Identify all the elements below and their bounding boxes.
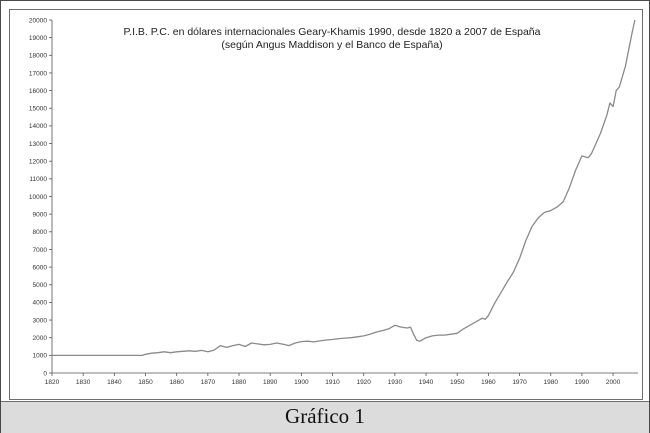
x-tick-label: 1820: [45, 379, 60, 386]
x-tick-label: 1920: [356, 379, 371, 386]
y-tick-label: 19000: [29, 35, 47, 42]
y-tick-label: 11000: [29, 176, 47, 183]
x-tick-label: 1940: [419, 379, 434, 386]
y-axis-ticks: 0 1000 2000 3000 4000 5000 6000 7000 8000 9000 100…: [29, 17, 52, 377]
y-tick-label: 18000: [29, 53, 47, 60]
chart-area: P.I.B. P.C. en dólares internacionales G…: [9, 9, 643, 400]
x-tick-label: 1930: [388, 379, 403, 386]
x-tick-label: 1850: [138, 379, 153, 386]
y-tick-label: 0: [43, 370, 47, 377]
y-tick-label: 2000: [33, 335, 48, 342]
x-tick-label: 1960: [481, 379, 496, 386]
x-tick-label: 1830: [76, 379, 91, 386]
x-tick-label: 1950: [450, 379, 465, 386]
y-tick-label: 8000: [33, 229, 48, 236]
x-tick-label: 1900: [294, 379, 309, 386]
caption-bar: Gráfico 1: [1, 401, 649, 433]
line-chart: P.I.B. P.C. en dólares internacionales G…: [29, 17, 638, 386]
x-tick-label: 1970: [512, 379, 527, 386]
x-tick-label: 1980: [543, 379, 558, 386]
x-tick-label: 1890: [263, 379, 278, 386]
y-tick-label: 3000: [33, 317, 48, 324]
chart-title: P.I.B. P.C. en dólares internacionales G…: [124, 26, 541, 38]
x-tick-label: 1990: [575, 379, 590, 386]
figure-caption: Gráfico 1: [285, 404, 365, 428]
x-tick-label: 1860: [169, 379, 184, 386]
y-tick-label: 20000: [29, 17, 47, 24]
y-tick-label: 4000: [33, 300, 48, 307]
y-tick-label: 5000: [33, 282, 48, 289]
y-tick-label: 15000: [29, 106, 47, 113]
y-tick-label: 7000: [33, 247, 48, 254]
y-tick-label: 1000: [33, 353, 48, 360]
y-tick-label: 14000: [29, 123, 47, 130]
y-tick-label: 13000: [29, 141, 47, 148]
chart-subtitle: (según Angus Maddison y el Banco de Espa…: [221, 39, 442, 51]
y-tick-label: 16000: [29, 88, 47, 95]
y-tick-label: 12000: [29, 159, 47, 166]
y-tick-label: 10000: [29, 194, 47, 201]
x-tick-label: 1910: [325, 379, 340, 386]
x-tick-label: 1880: [232, 379, 247, 386]
x-tick-label: 2000: [606, 379, 621, 386]
x-axis-ticks: 1820 1830 1840 1850 1860 1870 1880 1890 1900 1910…: [45, 373, 621, 386]
x-tick-label: 1840: [107, 379, 122, 386]
x-tick-label: 1870: [201, 379, 216, 386]
y-tick-label: 9000: [33, 211, 48, 218]
y-tick-label: 17000: [29, 70, 47, 77]
y-tick-label: 6000: [33, 264, 48, 271]
series-line-gdp-per-capita: [52, 19, 636, 357]
